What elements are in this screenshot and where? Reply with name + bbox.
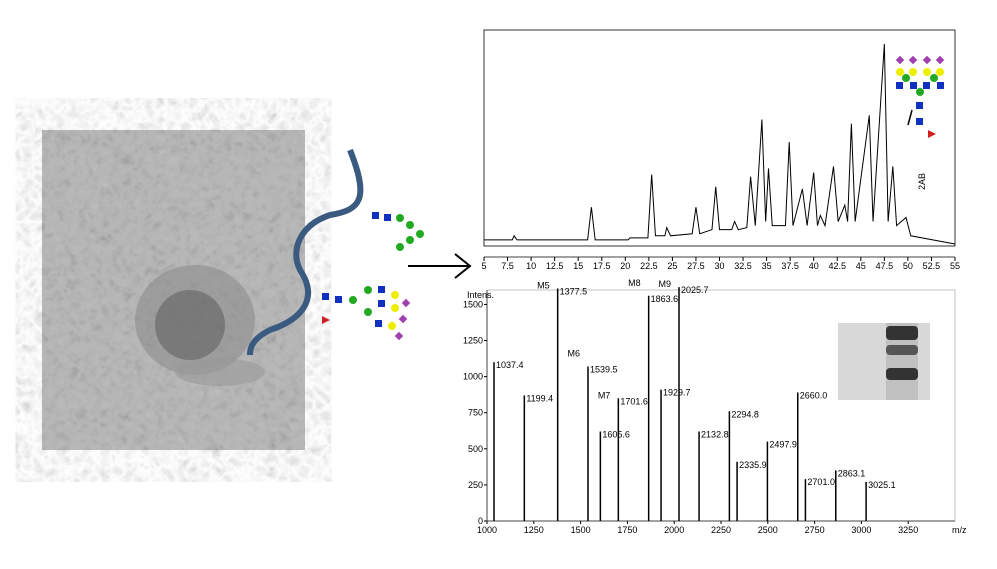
plot-frame — [483, 29, 956, 247]
x-tick-label: 10 — [526, 261, 536, 271]
y-tick-label: 250 — [468, 480, 483, 490]
y-tick-label: 1000 — [463, 372, 483, 382]
peak-label: 2132.8 — [701, 429, 729, 439]
protein-glycans — [247, 148, 424, 356]
y-tick-label: 500 — [468, 444, 483, 454]
peak-annotation: M6 — [567, 349, 580, 359]
peak-label: 2701.0 — [807, 477, 835, 487]
x-tick-label: 35 — [762, 261, 772, 271]
x-tick-label: 25 — [667, 261, 677, 271]
peak-label: 1863.6 — [651, 294, 679, 304]
y-tick-label: 750 — [468, 408, 483, 418]
gel-inset — [838, 323, 930, 400]
annotation: 2AB — [917, 173, 927, 190]
x-tick-label: 30 — [714, 261, 724, 271]
peak-label: 1701.6 — [620, 396, 648, 406]
x-tick-label: 45 — [856, 261, 866, 271]
peak-label: 2025.7 — [681, 285, 709, 295]
x-tick-label: 2500 — [758, 525, 778, 535]
peak-label: 3025.1 — [868, 480, 896, 490]
x-tick-label: 2750 — [805, 525, 825, 535]
x-tick-label: 47.5 — [876, 261, 894, 271]
peak-label: 2497.9 — [769, 440, 797, 450]
x-tick-label: 27.5 — [687, 261, 705, 271]
x-tick-label: 15 — [573, 261, 583, 271]
x-tick-label: 17.5 — [593, 261, 611, 271]
peak-label: 1929.7 — [663, 388, 691, 398]
peak-label: 2660.0 — [800, 391, 828, 401]
x-tick-label: 1500 — [571, 525, 591, 535]
x-tick-label: 3000 — [851, 525, 871, 535]
x-tick-label: 2250 — [711, 525, 731, 535]
peak-label: 1377.5 — [560, 287, 588, 297]
x-tick-label: 52.5 — [923, 261, 941, 271]
x-tick-label: 2000 — [664, 525, 684, 535]
em-image — [42, 130, 305, 450]
x-tick-label: 3250 — [898, 525, 918, 535]
arrow — [408, 253, 472, 279]
glycan-2ab — [895, 55, 945, 138]
x-tick-label: 20 — [620, 261, 630, 271]
y-tick-label: 1250 — [463, 336, 483, 346]
peak-label: 1037.4 — [496, 360, 524, 370]
x-tick-label: 32.5 — [734, 261, 752, 271]
x-tick-label: 1000 — [477, 525, 497, 535]
peak-annotation: M7 — [598, 390, 611, 400]
y-tick-label: 0 — [478, 516, 483, 526]
x-axis-label: m/z — [952, 525, 967, 535]
x-tick-label: 40 — [809, 261, 819, 271]
x-tick-label: 1250 — [524, 525, 544, 535]
x-tick-label: 42.5 — [828, 261, 846, 271]
chromatogram-line — [484, 44, 956, 245]
x-tick-label: 55 — [950, 261, 960, 271]
x-tick-label: 12.5 — [546, 261, 564, 271]
peak-annotation: M8 — [628, 278, 641, 288]
x-tick-label: 5 — [481, 261, 486, 271]
peak-label: 2294.8 — [731, 409, 759, 419]
peak-label: 2863.1 — [838, 468, 866, 478]
x-tick-label: 50 — [903, 261, 913, 271]
peak-label: 1605.6 — [602, 429, 630, 439]
x-tick-label: 1750 — [617, 525, 637, 535]
y-tick-label: 1500 — [463, 299, 483, 309]
peak-annotation: M9 — [658, 279, 671, 289]
x-tick-label: 7.5 — [501, 261, 514, 271]
y-axis-label: Intens. — [467, 290, 494, 300]
peak-label: 2335.9 — [739, 460, 767, 470]
peak-label: 1199.4 — [526, 393, 553, 403]
x-tick-label: 22.5 — [640, 261, 658, 271]
peak-label: 1539.5 — [590, 365, 618, 375]
peak-annotation: M5 — [537, 281, 550, 291]
x-tick-label: 37.5 — [781, 261, 799, 271]
